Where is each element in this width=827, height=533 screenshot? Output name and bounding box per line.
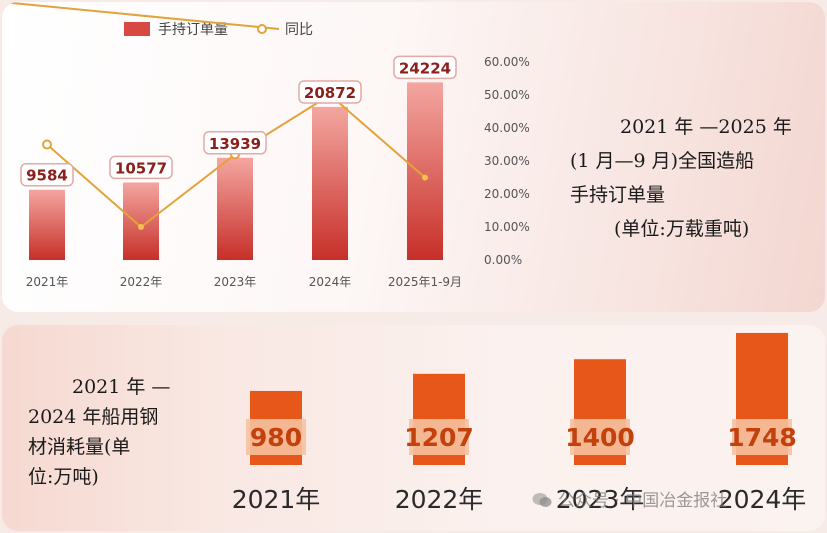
bar-0 [29, 189, 65, 260]
steel-label-band-3 [732, 419, 792, 455]
x-tick-3: 2024年 [309, 275, 352, 289]
yoy-point-0 [42, 139, 52, 150]
legend-line-label: 同比 [285, 22, 313, 38]
steel-caption-line-3: 材消耗量(单 [28, 436, 131, 458]
bar-1 [123, 182, 159, 260]
watermark-text: 公众号 · 中国冶金报社 [558, 491, 728, 511]
steel-year-0: 2021年 [232, 485, 321, 514]
top-chart-panel: 手持订单量 同比 9584 10577 13939 20872 24224 2021年 2… [2, 2, 825, 312]
bar-3 [312, 106, 348, 261]
yoy-point-4 [422, 174, 428, 181]
steel-caption-line-4: 位:万吨) [28, 466, 99, 488]
value-label-box-1 [109, 155, 173, 180]
y-tick-0: 60.00% [484, 55, 530, 69]
steel-value-3: 1748 [727, 423, 797, 452]
wechat-icon [532, 492, 552, 508]
order-backlog-chart: 手持订单量 同比 9584 10577 13939 20872 24224 2021年 2… [2, 2, 530, 289]
steel-year-1: 2022年 [395, 485, 484, 514]
value-label-box-2 [203, 131, 267, 155]
legend-line-swatch [2, 2, 280, 30]
legend-line-marker [257, 24, 267, 34]
steel-label-band-0 [246, 419, 306, 455]
steel-label-band-2 [570, 419, 630, 455]
value-label-4: 24224 [399, 59, 451, 77]
yoy-point-1 [138, 224, 144, 230]
steel-value-0: 980 [250, 423, 302, 452]
value-label-box-3 [298, 80, 362, 104]
x-tick-1: 2022年 [120, 275, 163, 289]
caption-line-2: (1 月—9 月)全国造船 [570, 150, 755, 172]
y-tick-4: 20.00% [484, 187, 530, 201]
steel-consumption-chart: 980 2021年 1207 2022年 1400 2023年 1748 2024年 [232, 332, 807, 514]
steel-label-band-1 [409, 419, 469, 455]
steel-value-1: 1207 [404, 423, 474, 452]
x-tick-4: 2025年1-9月 [388, 275, 462, 289]
watermark: 公众号 · 中国冶金报社 [532, 486, 727, 511]
bottom-chart-panel: 980 2021年 1207 2022年 1400 2023年 1748 2024年 2021… [2, 325, 825, 531]
value-label-2: 13939 [209, 135, 261, 153]
y-tick-6: 0.00% [484, 253, 522, 267]
value-label-0: 9584 [26, 167, 68, 185]
steel-caption-line-2: 2024 年船用钢 [28, 406, 159, 428]
steel-value-2: 1400 [565, 423, 635, 452]
x-tick-2: 2023年 [214, 275, 257, 289]
x-tick-0: 2021年 [26, 275, 69, 289]
bar-2 [217, 157, 253, 260]
y-tick-2: 40.00% [484, 121, 530, 135]
value-label-box-4 [393, 55, 457, 80]
steel-year-3: 2024年 [718, 485, 807, 514]
y-tick-5: 10.00% [484, 220, 530, 234]
caption-line-1: 2021 年 —2025 年 [620, 116, 792, 138]
caption-line-3: 手持订单量 [570, 184, 666, 206]
bar-4 [407, 82, 443, 260]
order-backlog-caption: 2021 年 —2025 年 (1 月—9 月)全国造船 手持订单量 (单位:万… [570, 110, 822, 246]
steel-caption-line-1: 2021 年 — [72, 376, 171, 398]
value-label-3: 20872 [304, 84, 356, 102]
legend-bar-label: 手持订单量 [158, 22, 228, 38]
chart-legend: 手持订单量 同比 [2, 2, 313, 38]
steel-consumption-caption: 2021 年 — 2024 年船用钢 材消耗量(单 位:万吨) [28, 372, 216, 492]
value-label-1: 10577 [115, 159, 167, 177]
value-label-box-0 [20, 162, 74, 187]
y-tick-3: 30.00% [484, 154, 530, 168]
legend-bar-swatch [124, 22, 150, 36]
steel-year-2: 2023年 [556, 485, 645, 514]
y-tick-1: 50.00% [484, 88, 530, 102]
caption-line-4: (单位:万载重吨) [614, 218, 750, 240]
